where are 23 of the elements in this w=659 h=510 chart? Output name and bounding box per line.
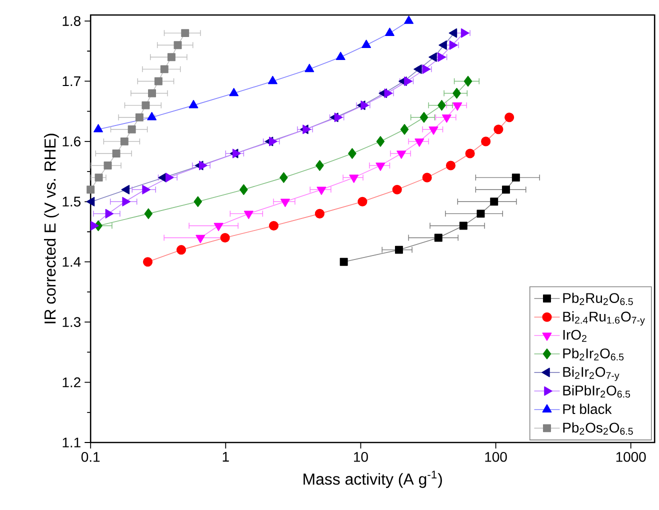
legend-label: Pt black [563, 404, 612, 414]
y-tick-label: 1.7 [62, 76, 80, 86]
y-axis-title: IR corrected E (V vs. RHE) [44, 134, 59, 324]
y-tick-label: 1.6 [62, 136, 80, 146]
x-tick-label: 10 [354, 452, 368, 462]
legend-label: BiPbIr$_{2}$O$_{6.5}$ [563, 385, 630, 398]
legend-label: Pb$_{2}$Ru$_{2}$O$_{6.5}$ [563, 292, 633, 306]
legend-label: Pb$_{2}$Ir$_{2}$O$_{6.5}$ [563, 348, 624, 360]
legend-label: Pb$_{2}$Os$_{2}$O$_{6.5}$ [563, 422, 633, 435]
legend-label: Bi$_{2.4}$Ru$_{1.6}$O$_{7-y}$ [563, 311, 645, 326]
y-tick-label: 1.1 [62, 438, 80, 448]
x-axis-title: Mass activity (A g$^{-1}$) [304, 470, 442, 488]
x-tick-label: 100 [485, 452, 507, 462]
y-tick-label: 1.4 [62, 257, 81, 267]
x-tick-label: 1000 [616, 452, 646, 462]
y-tick-label: 1.3 [62, 317, 80, 328]
legend-label: IrO$_{2}$ [563, 330, 586, 342]
x-tick-label: 1 [222, 452, 229, 462]
legend-label: Bi$_{2}$Ir$_{2}$O$_{7-y}$ [563, 366, 620, 381]
y-tick-label: 1.5 [62, 196, 81, 207]
x-tick-label: 0.1 [81, 452, 100, 462]
y-tick-label: 1.8 [62, 16, 81, 26]
y-tick-label: 1.2 [62, 377, 80, 388]
